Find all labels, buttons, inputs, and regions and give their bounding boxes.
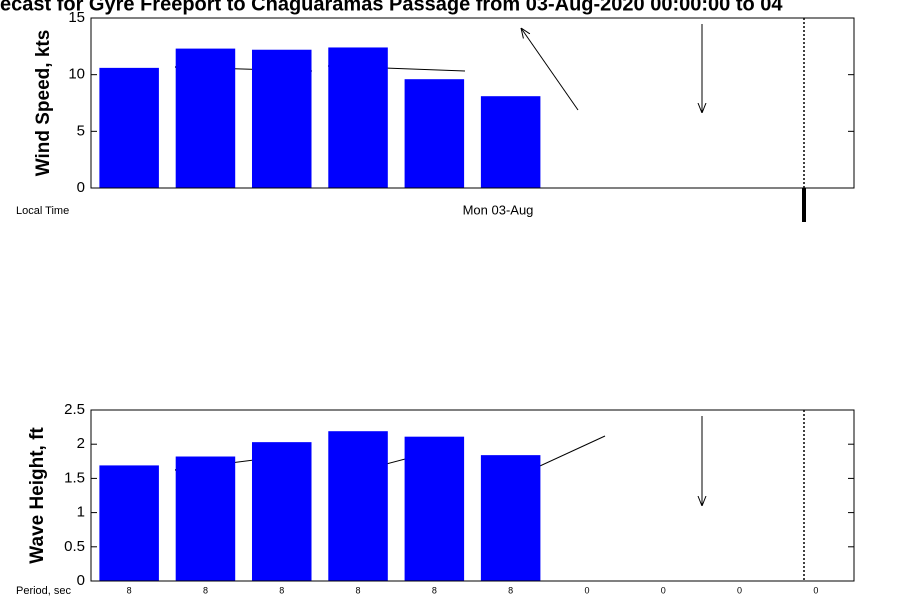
- y-tick-label: 0.5: [64, 538, 85, 555]
- plot-frame: [90, 17, 855, 189]
- y-axis-label: Wave Height, ft: [27, 427, 48, 564]
- x-tick-label: 0: [584, 585, 589, 595]
- x-tick-label: 8: [127, 585, 132, 595]
- bar: [175, 456, 236, 581]
- bar: [251, 442, 312, 581]
- x-axis-label: Mon 03-Aug: [463, 202, 534, 217]
- bar: [99, 67, 159, 188]
- bar: [328, 431, 388, 581]
- x-tick-label: 8: [508, 585, 513, 595]
- row-label: Local Time: [16, 205, 69, 217]
- y-tick-label: 0: [77, 572, 85, 589]
- y-tick-label: 1: [77, 504, 85, 521]
- y-tick-label: 5: [77, 122, 85, 139]
- x-tick-label: 0: [813, 585, 818, 595]
- x-tick-label: 8: [279, 585, 284, 595]
- row-label: Period, sec: [16, 585, 72, 597]
- x-tick-label: 8: [203, 585, 208, 595]
- y-axis-label: Wind Speed, kts: [33, 30, 54, 177]
- y-tick-label: 1.5: [64, 469, 85, 486]
- y-tick-label: 2.5: [64, 401, 85, 418]
- bar: [480, 96, 541, 188]
- bar: [328, 47, 388, 188]
- bar: [251, 49, 312, 188]
- arrow: [521, 28, 579, 111]
- bar: [404, 79, 465, 188]
- chart-title: ecast for Gyre Freeport to Chaguaramas P…: [0, 0, 783, 15]
- bar: [99, 465, 159, 581]
- y-tick-label: 15: [68, 9, 85, 26]
- bar: [175, 48, 236, 188]
- y-tick-label: 10: [68, 66, 85, 83]
- x-tick-label: 0: [661, 585, 666, 595]
- x-tick-label: 8: [432, 585, 437, 595]
- plot-frame: [90, 409, 855, 582]
- y-tick-label: 0: [77, 179, 85, 196]
- x-tick-label: 8: [356, 585, 361, 595]
- bar: [480, 455, 541, 581]
- y-tick-label: 2: [77, 435, 85, 452]
- x-tick-label: 0: [737, 585, 742, 595]
- bar: [404, 436, 465, 581]
